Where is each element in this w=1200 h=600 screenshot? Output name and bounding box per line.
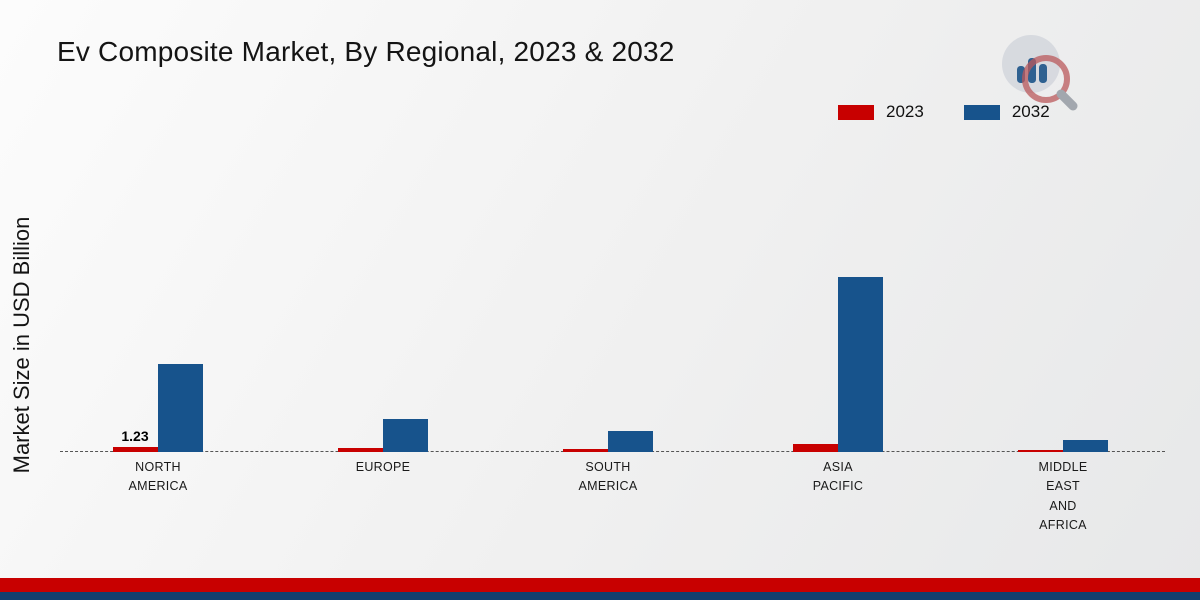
legend: 2023 2032	[838, 102, 1050, 122]
bar-2032-asia-pacific	[838, 277, 883, 452]
legend-swatch-2032	[963, 104, 1000, 120]
bar-2023-south-america	[563, 449, 608, 452]
page-title: Ev Composite Market, By Regional, 2023 &…	[57, 36, 675, 67]
category-label-asia-pacific: ASIA PACIFIC	[812, 460, 864, 494]
legend-swatch-2023	[838, 104, 874, 120]
legend-label-2032: 2032	[1011, 102, 1050, 121]
bar-2023-middle-east-and-africa	[1018, 450, 1063, 452]
legend-label-2023: 2023	[886, 102, 924, 121]
category-label-north-america: NORTH AMERICA	[128, 460, 188, 494]
bar-2023-europe	[338, 448, 383, 452]
bar-group-middle-east-and-africa	[1018, 440, 1108, 452]
bar-2032-europe	[383, 419, 428, 452]
data-label-1-23: 1.23	[121, 427, 149, 444]
bar-group-asia-pacific	[793, 277, 883, 452]
footer-red-stripe	[0, 578, 1200, 592]
bar-2032-north-america	[158, 364, 203, 452]
legend-item-2032: 2032	[963, 102, 1050, 122]
bar-group-south-america	[563, 431, 653, 452]
category-label-europe: EUROPE	[355, 460, 411, 474]
chart-magnifier-logo-icon	[1002, 35, 1078, 111]
legend-item-2023: 2023	[838, 102, 924, 122]
bar-2023-asia-pacific	[793, 444, 838, 452]
bar-2032-middle-east-and-africa	[1063, 440, 1108, 452]
brand-logo	[995, 28, 1080, 118]
footer-navy-stripe	[0, 592, 1200, 600]
category-label-middle-east-and-africa: MIDDLE EAST AND AFRICA	[1038, 460, 1088, 533]
bar-group-north-america	[113, 364, 203, 452]
bar-group-europe	[338, 419, 428, 452]
bar-2023-north-america	[113, 447, 158, 452]
category-label-south-america: SOUTH AMERICA	[578, 460, 638, 494]
bar-2032-south-america	[608, 431, 653, 452]
